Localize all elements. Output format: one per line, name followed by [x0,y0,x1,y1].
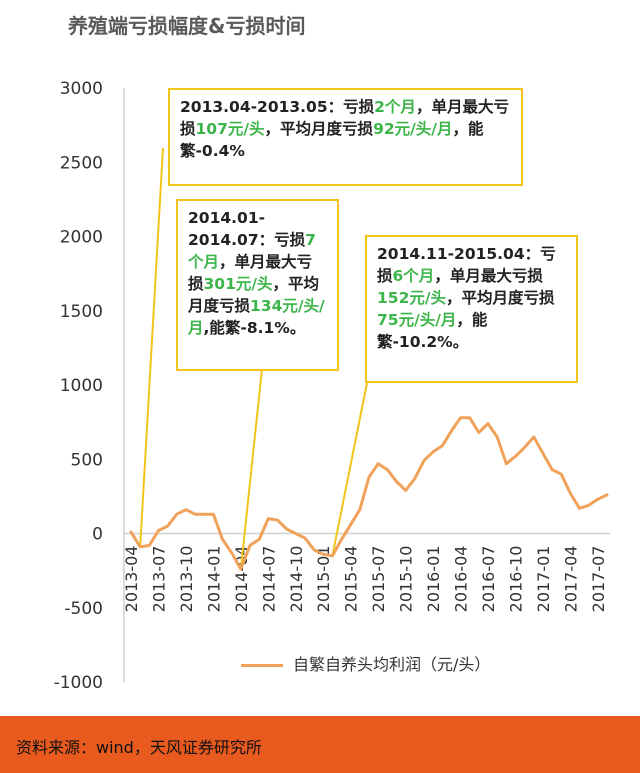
callout-highlight: 7个月 [188,231,316,271]
callout-leader-line [331,382,368,556]
callout-text: 2014.11-2015.04：亏损 [377,245,556,285]
x-tick-label: 2014-01 [204,546,223,613]
callout-leader-line [239,368,263,570]
callout-leaders [139,147,368,570]
callout-highlight: 134元/头/月 [188,297,325,337]
y-tick-label: 1500 [60,302,103,322]
x-tick-label: 2013-07 [149,546,168,613]
y-tick-label: 2000 [60,228,103,248]
y-tick-label: 3000 [60,79,103,99]
legend-line-swatch [241,664,283,667]
y-tick-label: -1000 [54,673,103,693]
x-tick-label: 2015-10 [397,546,416,613]
source-text: 资料来源：wind，天风证券研究所 [16,738,262,757]
callout-box-2013: 2013.04-2013.05：亏损2个月，单月最大亏损107元/头，平均月度亏… [168,88,523,186]
x-tick-label: 2017-04 [561,546,580,613]
callout-text: ，单月最大亏损 [434,267,543,285]
legend-label: 自繁自养头均利润（元/头） [293,655,491,674]
callout-text: 2014.01-2014.07：亏损 [188,209,306,249]
callout-box-2014: 2014.01-2014.07：亏损7个月，单月最大亏损301元/头，平均月度亏… [176,199,339,371]
x-tick-label: 2016-07 [479,546,498,613]
callout-highlight: 2个月 [374,98,416,116]
x-tick-label: 2016-10 [506,546,525,613]
callout-text: ，单月最大亏损 [180,98,509,138]
series-line [129,416,609,571]
callout-box-2015: 2014.11-2015.04：亏损6个月，单月最大亏损 152元/头，平均月度亏… [365,235,578,383]
callout-highlight: 107元/头 [195,120,265,138]
callout-highlight: 301元/头 [203,275,273,293]
callout-highlight: 6个月 [392,267,435,285]
callout-text: ，单月最大亏损 [188,253,313,293]
x-tick-label: 2015-04 [342,546,361,613]
y-tick-label: 0 [92,525,103,545]
x-tick-label: 2013-04 [122,546,141,613]
callout-highlight: 75元/头/月 [377,311,457,329]
callout-highlight: 92元/头/月 [373,120,453,138]
x-tick-label: 2014-07 [259,546,278,613]
y-tick-label: -500 [64,599,103,619]
x-tick-label: 2013-10 [177,546,196,613]
callout-text: ，平均月度亏损 [446,289,555,307]
y-tick-label: 2500 [60,153,103,173]
y-axis: 3000 2500 2000 1500 1000 500 0 -500 -1000 [54,79,125,693]
line-chart: 3000 2500 2000 1500 1000 500 0 -500 -1000 2013-0… [54,79,610,693]
y-tick-label: 1000 [60,376,103,396]
x-tick-label: 2014-10 [287,546,306,613]
x-tick-label: 2016-04 [452,546,471,613]
chart-legend: 自繁自养头均利润（元/头） [241,651,490,675]
x-tick-label: 2015-01 [314,546,333,613]
callout-text: ，能繁-10.2%。 [377,311,488,351]
y-tick-label: 500 [71,450,103,470]
x-tick-label: 2017-01 [534,546,553,613]
callout-text: ，平均月度亏损 [264,120,374,138]
x-tick-label: 2015-07 [369,546,388,613]
x-axis: 2013-04 2013-07 2013-10 2014-01 2014-04 2014-… [122,532,610,613]
callout-text: 2013.04-2013.05：亏损 [180,98,375,116]
callout-text: ，能繁-0.4% [180,120,484,160]
callout-text: ,能繁-8.1%。 [203,319,306,337]
callout-leader-line [139,147,164,547]
callout-text: ，平均月度亏损 [188,275,320,315]
page-title: 养殖端亏损幅度&亏损时间 [68,14,306,38]
x-tick-label: 2016-01 [424,546,443,613]
callout-highlight: 152元/头 [377,289,447,307]
source-footer: 资料来源：wind，天风证券研究所 [0,716,640,773]
x-tick-label: 2017-07 [589,546,608,613]
